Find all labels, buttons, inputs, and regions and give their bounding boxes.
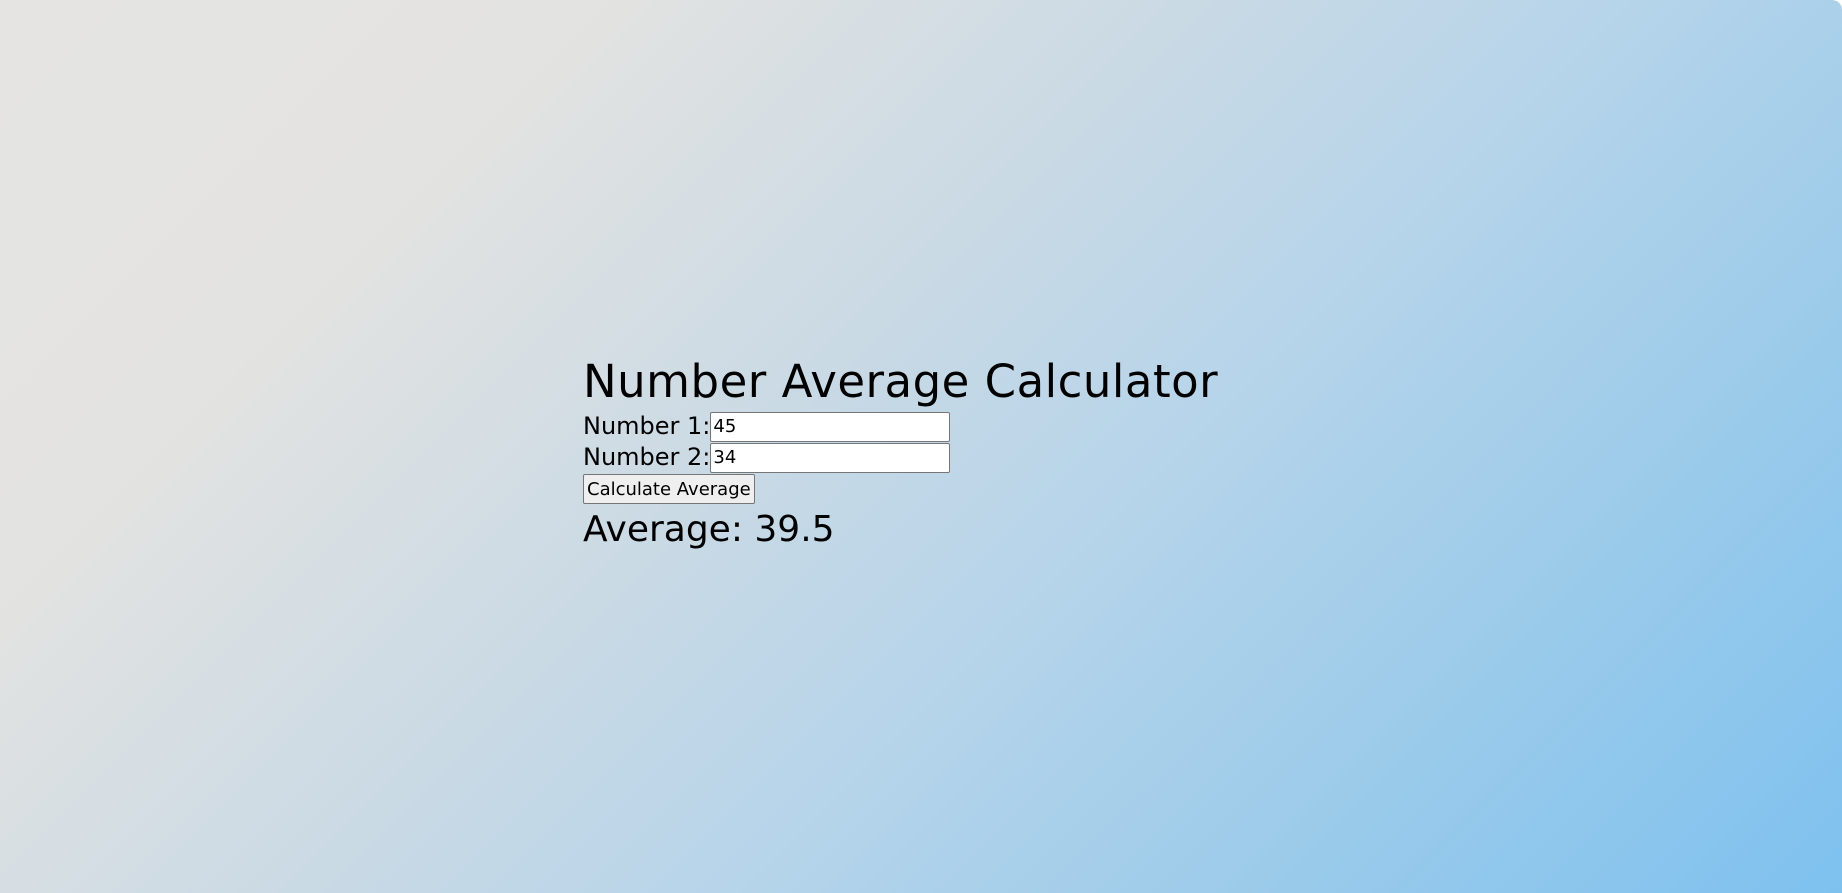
number2-input[interactable] <box>710 442 951 473</box>
number1-row: Number 1: <box>583 411 1218 442</box>
average-result: Average: 39.5 <box>583 509 835 550</box>
number2-label: Number 2: <box>583 443 711 471</box>
calculate-average-button[interactable]: Calculate Average <box>583 474 755 504</box>
number2-row: Number 2: <box>583 442 1218 473</box>
page-title: Number Average Calculator <box>583 355 1219 408</box>
number1-label: Number 1: <box>583 412 711 440</box>
number1-input[interactable] <box>710 411 951 442</box>
average-calculator: Number Average Calculator Number 1: Numb… <box>583 353 1218 554</box>
